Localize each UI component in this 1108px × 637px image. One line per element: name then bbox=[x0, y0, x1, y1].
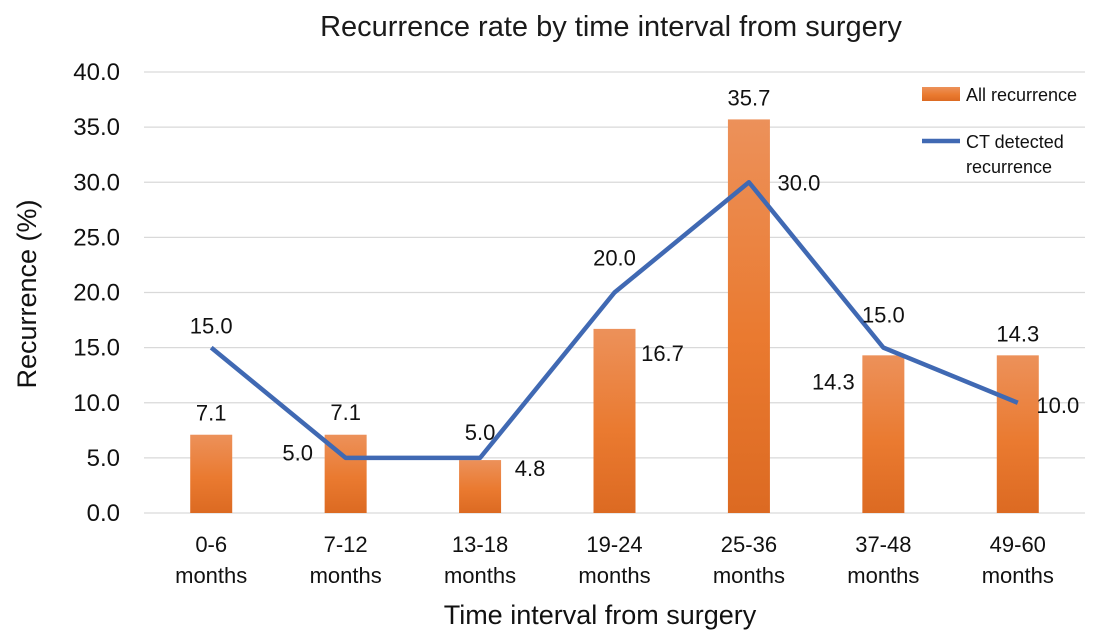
x-tick-label: 25-36 bbox=[721, 532, 777, 557]
x-tick-label: months bbox=[847, 563, 919, 588]
y-tick-label: 5.0 bbox=[87, 445, 120, 472]
line-data-label: 7.1 bbox=[330, 400, 361, 425]
bar-data-label: 16.7 bbox=[641, 341, 684, 366]
x-tick-label: months bbox=[444, 563, 516, 588]
y-tick-label: 20.0 bbox=[73, 280, 120, 307]
bar bbox=[862, 355, 905, 513]
bar-data-label: 4.8 bbox=[515, 456, 546, 481]
line-data-label: 5.0 bbox=[465, 420, 496, 445]
bar-data-label: 5.0 bbox=[282, 441, 313, 466]
legend-label-ct-detected-line1: CT detected bbox=[966, 132, 1064, 152]
bar-data-label: 35.7 bbox=[728, 85, 771, 110]
legend-swatch-all-recurrence bbox=[922, 87, 960, 101]
line-data-label: 15.0 bbox=[190, 314, 233, 339]
y-tick-label: 30.0 bbox=[73, 169, 120, 196]
x-axis-title: Time interval from surgery bbox=[444, 600, 757, 630]
x-tick-label: months bbox=[578, 563, 650, 588]
line-data-label: 20.0 bbox=[593, 246, 636, 271]
y-tick-label: 40.0 bbox=[73, 59, 120, 86]
legend-label-all-recurrence: All recurrence bbox=[966, 85, 1077, 105]
y-tick-label: 0.0 bbox=[87, 500, 120, 527]
y-tick-label: 10.0 bbox=[73, 390, 120, 417]
x-axis-ticks: 0-6 months 7-12 months 13-18 months 19-24 month… bbox=[175, 532, 1054, 588]
data-labels: 15.0 7.1 5.0 20.0 30.0 15.0 10.0 7.1 5.0 4.8 16.7 3… bbox=[190, 85, 1079, 481]
chart-title: Recurrence rate by time interval from su… bbox=[320, 11, 902, 43]
x-tick-label: 0-6 bbox=[195, 532, 227, 557]
legend: All recurrence CT detected recurrence bbox=[922, 85, 1077, 177]
bar-data-label: 7.1 bbox=[196, 401, 227, 426]
x-tick-label: 19-24 bbox=[586, 532, 642, 557]
y-axis-title: Recurrence (%) bbox=[12, 199, 42, 388]
x-tick-label: months bbox=[982, 563, 1054, 588]
x-tick-label: 49-60 bbox=[990, 532, 1046, 557]
bar bbox=[459, 460, 502, 513]
bar bbox=[593, 328, 636, 513]
bar-data-label: 14.3 bbox=[812, 369, 855, 394]
y-tick-label: 25.0 bbox=[73, 224, 120, 251]
x-tick-label: months bbox=[175, 563, 247, 588]
x-tick-label: 13-18 bbox=[452, 532, 508, 557]
legend-label-ct-detected-line2: recurrence bbox=[966, 157, 1052, 177]
line-data-label: 10.0 bbox=[1036, 393, 1079, 418]
y-tick-label: 15.0 bbox=[73, 335, 120, 362]
x-tick-label: 7-12 bbox=[324, 532, 368, 557]
y-tick-label: 35.0 bbox=[73, 114, 120, 141]
line-series bbox=[209, 180, 1019, 461]
bar bbox=[996, 355, 1039, 513]
x-tick-label: months bbox=[713, 563, 785, 588]
line-data-label: 30.0 bbox=[778, 170, 821, 195]
bar bbox=[190, 434, 233, 513]
bar-data-label: 14.3 bbox=[996, 321, 1039, 346]
line-data-label: 15.0 bbox=[862, 303, 905, 328]
y-axis-ticks: 0.0 5.0 10.0 15.0 20.0 25.0 30.0 35.0 40.0 bbox=[73, 59, 120, 527]
x-tick-label: months bbox=[310, 563, 382, 588]
x-tick-label: 37-48 bbox=[855, 532, 911, 557]
bar-series bbox=[190, 119, 1039, 513]
bar bbox=[727, 119, 770, 513]
